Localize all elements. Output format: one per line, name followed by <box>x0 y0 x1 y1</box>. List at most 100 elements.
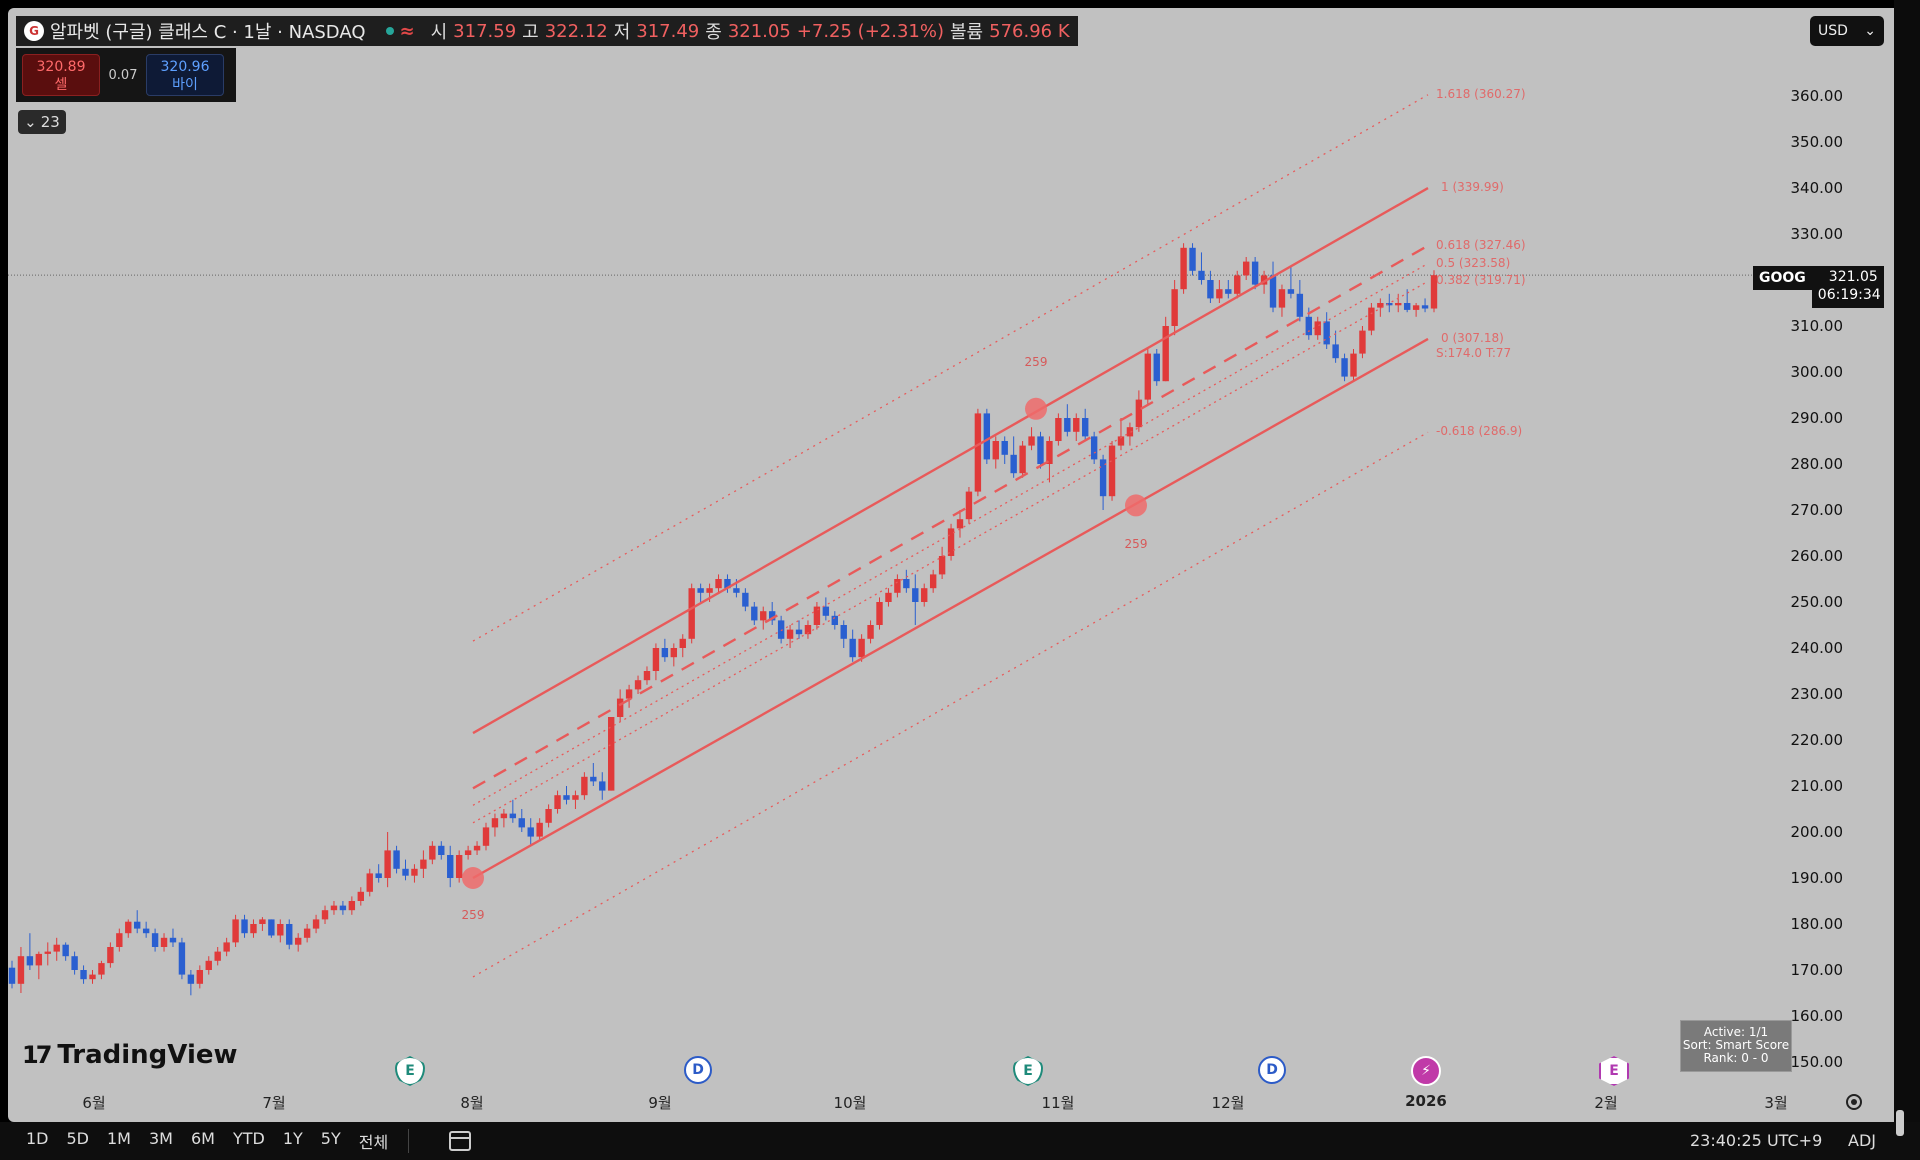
clock[interactable]: 23:40:25 UTC+9 <box>1690 1131 1823 1150</box>
screener-info-box: Active: 1/1 Sort: Smart Score Rank: 0 - … <box>1680 1020 1792 1072</box>
period-button[interactable]: YTD <box>232 1129 265 1148</box>
earnings-future-icon[interactable]: E <box>1599 1056 1629 1086</box>
candle-body <box>1314 321 1321 336</box>
candle-body <box>876 602 883 625</box>
chart-window[interactable]: G 알파벳 (구글) 클래스 C · 1날 · NASDAQ ≈ 시 317.59… <box>8 8 1912 1122</box>
market-status-icon <box>385 27 394 35</box>
symbol-logo-icon: G <box>24 21 44 41</box>
high-value: 322.12 <box>544 20 608 42</box>
calendar-icon[interactable] <box>449 1131 472 1151</box>
adj-button[interactable]: ADJ <box>1848 1131 1876 1150</box>
candle-body <box>688 588 695 639</box>
symbol-title[interactable]: 알파벳 (구글) 클래스 C · 1날 · NASDAQ <box>50 22 366 43</box>
candle-body <box>411 868 418 876</box>
candle-body <box>1064 418 1071 432</box>
period-button[interactable]: 5D <box>66 1129 90 1148</box>
time-axis-tick: 2월 <box>1594 1094 1618 1112</box>
price-chart[interactable] <box>8 8 1912 1122</box>
fib-level-label: 0.5 (323.58) <box>1436 255 1511 270</box>
pivot-length-label: 259 <box>1124 537 1148 552</box>
time-axis-tick: 6월 <box>82 1094 106 1112</box>
candle-body <box>393 850 400 869</box>
sell-button[interactable]: 320.89 셀 <box>22 54 100 96</box>
candle-body <box>384 850 391 878</box>
candle-body <box>760 611 767 621</box>
candle-body <box>1341 358 1348 377</box>
candle-body <box>992 441 999 460</box>
period-button[interactable]: 전체 <box>358 1133 389 1152</box>
currency-value: USD <box>1818 23 1848 39</box>
price-tag-countdown: 06:19:34 <box>1817 287 1881 303</box>
candle-body <box>1216 289 1223 299</box>
candle-body <box>357 891 364 901</box>
candle-body <box>53 944 60 952</box>
tradingview-logo[interactable]: 17 TradingView <box>22 1040 238 1070</box>
candle-body <box>1323 321 1330 345</box>
period-button[interactable]: 5Y <box>320 1129 341 1148</box>
earnings-icon[interactable]: E <box>395 1056 425 1086</box>
candle-body <box>438 845 445 855</box>
gear-icon[interactable] <box>1846 1094 1862 1110</box>
open-label: 시 <box>430 22 448 43</box>
chevron-down-icon: ⌄ <box>24 113 37 131</box>
volume-value: 576.96 K <box>989 20 1070 42</box>
candle-body <box>661 648 669 658</box>
candle-body <box>1090 436 1098 460</box>
close-value: 321.05 <box>727 20 791 42</box>
candle-body <box>268 919 275 936</box>
candle-body <box>724 579 731 589</box>
candle-body <box>652 648 660 671</box>
fib-line-1618 <box>472 94 1429 642</box>
close-label: 종 <box>705 22 722 43</box>
earnings-icon[interactable]: E <box>1013 1056 1043 1086</box>
indicators-toggle-button[interactable]: ⌄ 23 <box>18 110 66 134</box>
period-button[interactable]: 1D <box>26 1129 49 1148</box>
candle-body <box>903 579 910 589</box>
time-axis-tick: 10월 <box>833 1094 867 1112</box>
candle-body <box>1019 445 1026 474</box>
buy-button[interactable]: 320.96 바이 <box>146 54 224 96</box>
dividend-icon[interactable]: D <box>1258 1056 1286 1084</box>
candle-body <box>921 588 928 602</box>
candle-body <box>491 818 499 828</box>
candle-body <box>786 629 794 639</box>
candle-body <box>643 671 651 681</box>
tradingview-mark-icon: 17 <box>22 1041 52 1069</box>
lightning-icon[interactable]: ⚡ <box>1411 1056 1441 1086</box>
tradingview-wordmark: TradingView <box>57 1040 238 1070</box>
period-button[interactable]: 3M <box>148 1129 173 1148</box>
channel-pivot-point <box>1125 494 1147 517</box>
candle-body <box>339 905 347 911</box>
candle-body <box>429 845 436 860</box>
candle-body <box>107 947 114 964</box>
right-toolbar <box>1894 0 1920 1122</box>
fib-level-label: 1 (339.99) <box>1441 180 1504 195</box>
candle-body <box>402 868 409 876</box>
period-button[interactable]: 1M <box>107 1129 131 1148</box>
scrollbar-thumb[interactable] <box>1896 1110 1904 1136</box>
candle-body <box>89 974 96 980</box>
price-axis-tick: 250.00 <box>1790 593 1844 611</box>
candle-body <box>1296 293 1304 317</box>
candle-body <box>169 937 177 943</box>
candle-body <box>277 924 284 936</box>
candle-body <box>250 924 257 934</box>
fib-line-0382 <box>472 280 1429 824</box>
candle-body <box>1108 445 1116 497</box>
candle-body <box>1073 418 1080 432</box>
candle-body <box>71 956 78 970</box>
candle-body <box>956 519 964 529</box>
candle-body <box>634 680 642 690</box>
fib-line-1 <box>472 187 1429 735</box>
toolbar-divider <box>408 1129 410 1153</box>
currency-select[interactable]: USD ⌄ <box>1810 16 1884 46</box>
candle-body <box>706 588 713 593</box>
candle-body <box>1359 330 1366 354</box>
candle-body <box>536 822 543 837</box>
dividend-icon[interactable]: D <box>684 1056 712 1084</box>
candle-body <box>509 813 517 819</box>
symbol-header[interactable]: G 알파벳 (구글) 클래스 C · 1날 · NASDAQ ≈ 시 317.59… <box>16 16 1078 46</box>
candle-body <box>1144 353 1152 400</box>
period-button[interactable]: 6M <box>190 1129 215 1148</box>
period-button[interactable]: 1Y <box>282 1129 303 1148</box>
